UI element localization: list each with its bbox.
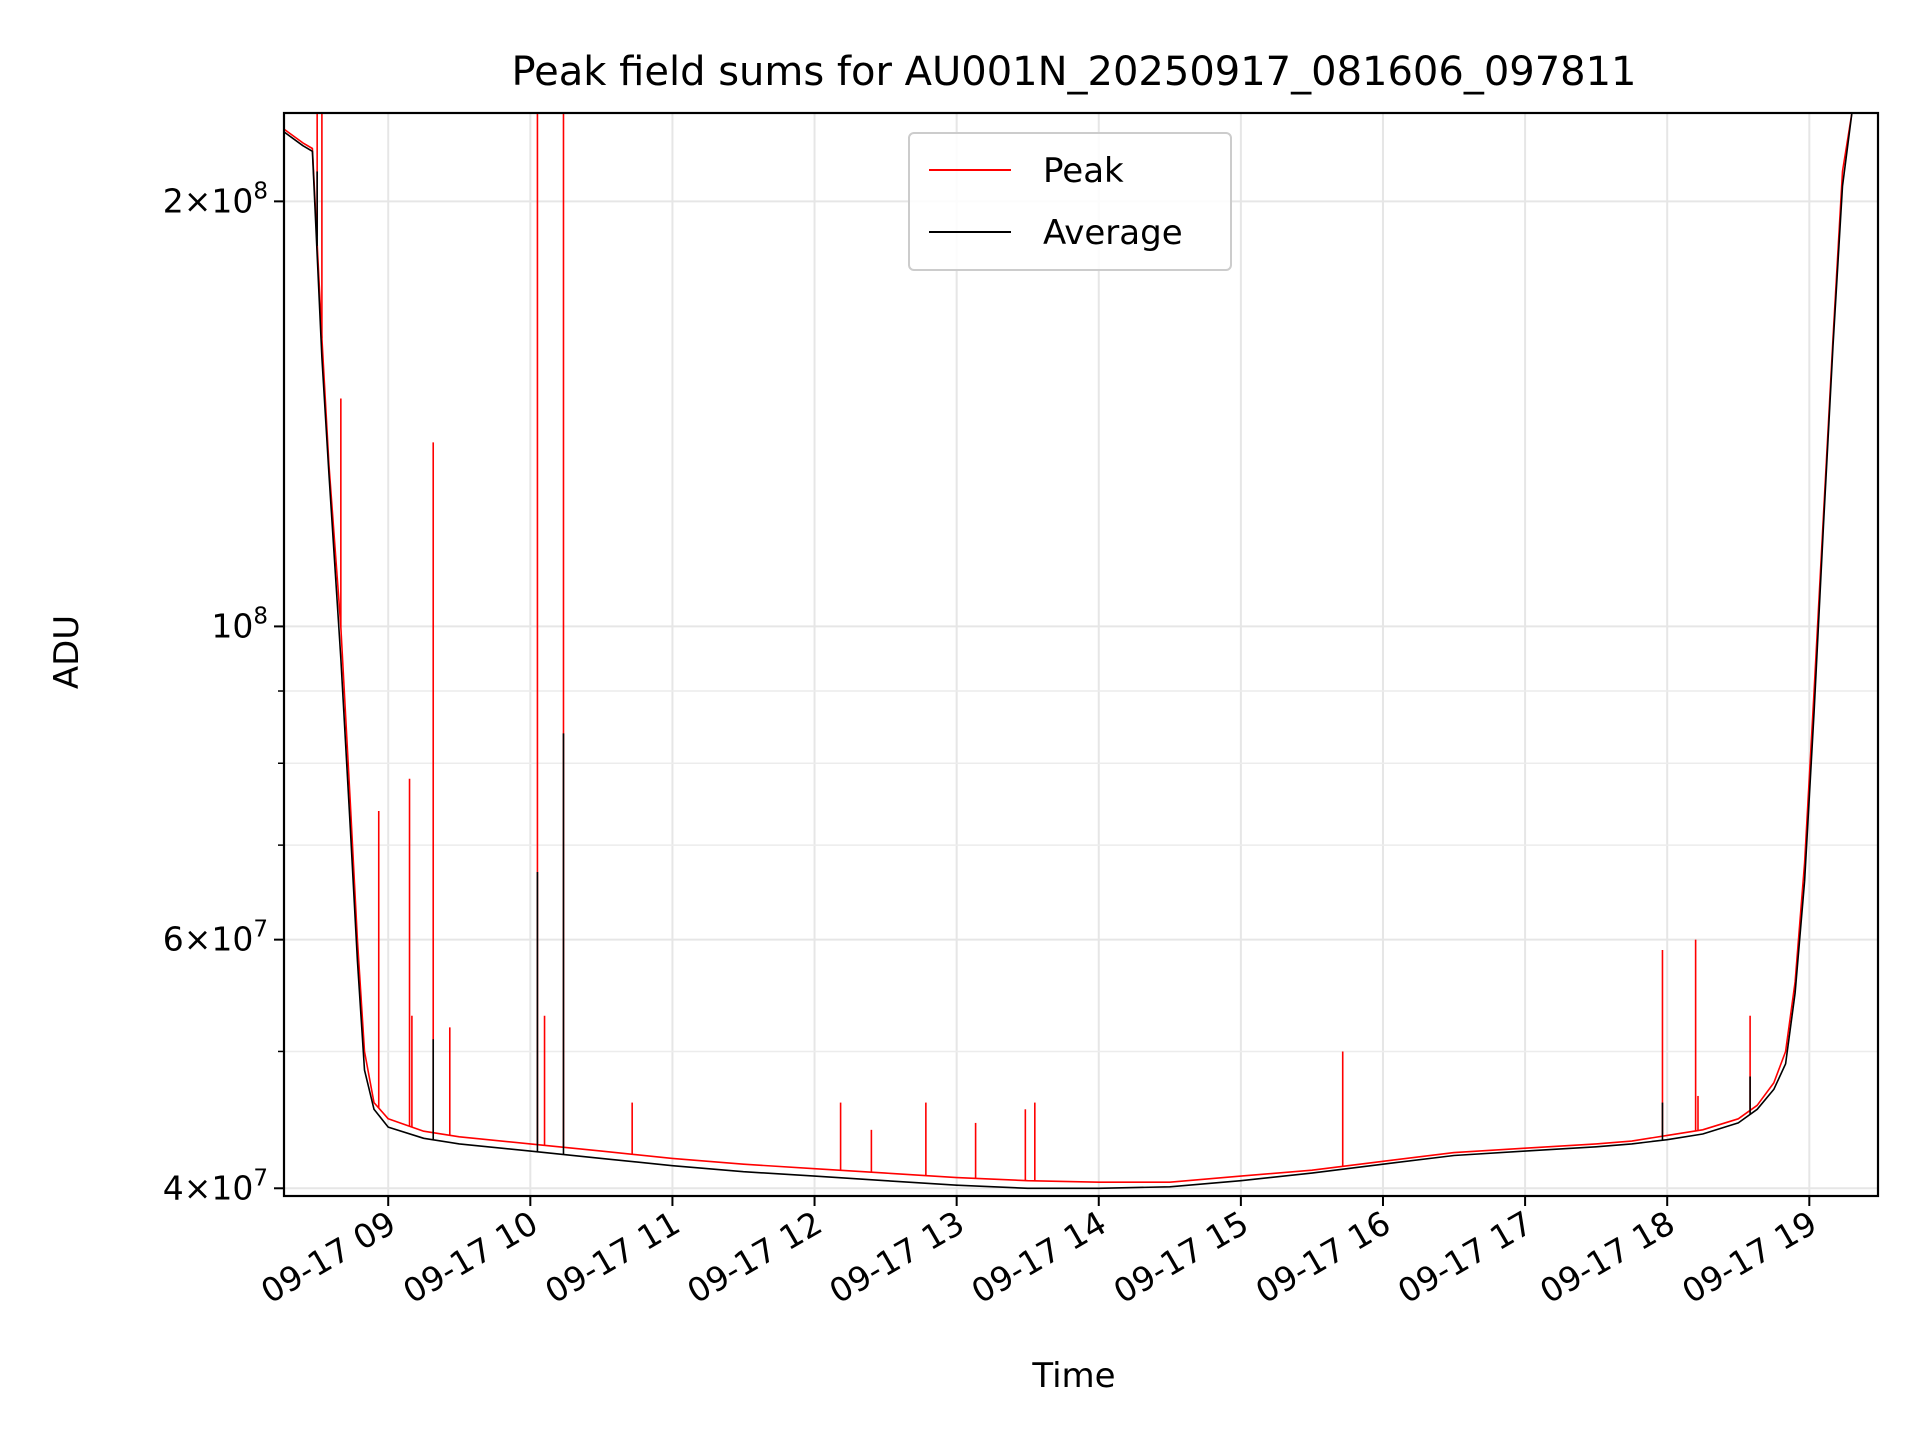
y-tick-label: 108 [211,603,268,645]
legend-label-average: Average [1043,213,1183,253]
y-tick-label: 4×107 [163,1165,268,1207]
y-tick-label: 6×107 [163,917,268,959]
series-line-average [284,113,1878,1190]
y-axis: 4×107 6×107 108 2×108 [163,178,284,1207]
plot-area [284,113,1878,1190]
series-line-peak [284,113,1878,1183]
y-axis-label: ADU [47,615,87,689]
legend-box [908,132,1232,271]
legend: Peak Average [908,132,1232,271]
x-axis-label: Time [1031,1356,1115,1396]
axes-frame [282,111,1880,1198]
legend-label-peak: Peak [1043,151,1124,191]
y-tick-label: 2×108 [163,178,268,220]
chart-title: Peak field sums for AU001N_20250917_0816… [511,49,1636,95]
